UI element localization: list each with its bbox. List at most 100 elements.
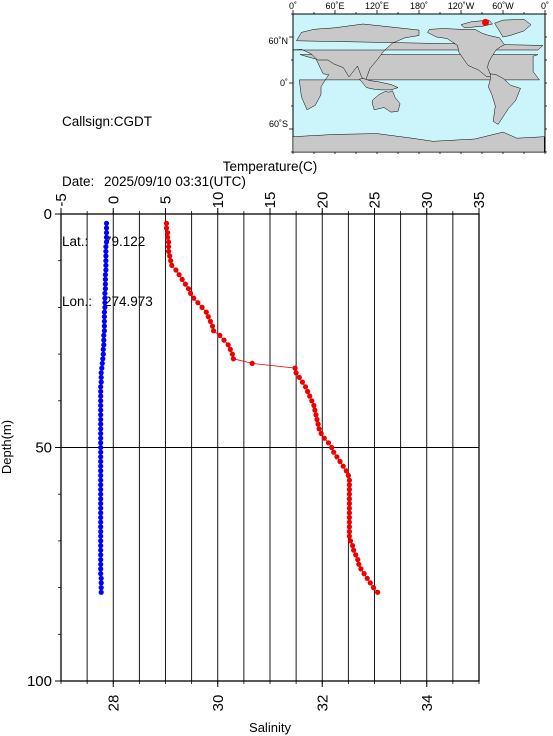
- temperature-point: [346, 496, 352, 502]
- salinity-point: [98, 580, 104, 586]
- temperature-point: [356, 561, 362, 567]
- temperature-point: [361, 571, 367, 577]
- salinity-point: [98, 412, 104, 418]
- salinity-point: [98, 571, 104, 577]
- lat-value: 79.122: [104, 234, 146, 249]
- salinity-point: [98, 538, 104, 544]
- temperature-point: [334, 454, 340, 460]
- temperature-point: [221, 337, 227, 343]
- salinity-point: [98, 477, 104, 483]
- south-america-land: [488, 73, 521, 125]
- map-top-tick-5: 60˚W: [492, 1, 514, 11]
- temperature-tick-label: 15: [262, 192, 279, 209]
- salinity-point: [98, 440, 104, 446]
- temperature-point: [351, 547, 357, 553]
- temperature-point: [346, 482, 352, 488]
- temperature-point: [346, 533, 352, 539]
- map-top-tick-4: 120˚W: [448, 1, 475, 11]
- salinity-point: [101, 337, 107, 343]
- temperature-point: [305, 388, 311, 395]
- temperature-tick-label: 20: [314, 192, 331, 209]
- temperature-point: [346, 524, 352, 530]
- temperature-point: [230, 356, 236, 362]
- map-lat-tick-60s: 60˚S: [269, 119, 288, 129]
- lat-row: Lat.: 79.122: [62, 232, 246, 252]
- salinity-point: [98, 402, 104, 409]
- temperature-tick-label: 30: [419, 192, 436, 209]
- salinity-point: [98, 533, 104, 539]
- salinity-point: [98, 430, 104, 437]
- map-top-tick-3: 180˚: [410, 1, 428, 11]
- salinity-point: [98, 472, 104, 479]
- temperature-point: [329, 444, 335, 451]
- salinity-point: [98, 426, 104, 432]
- temperature-point: [346, 514, 352, 521]
- temperature-point: [375, 589, 381, 595]
- map-lat-tick-60n: 60˚N: [268, 36, 288, 46]
- map-lat-tick-0: 0˚: [280, 78, 288, 88]
- temperature-point: [316, 426, 322, 432]
- salinity-point: [98, 384, 104, 390]
- date-value: 2025/09/10 03:31(UTC): [104, 174, 246, 189]
- temperature-point: [229, 351, 235, 357]
- salinity-point: [98, 374, 104, 380]
- lon-row: Lon.: 274.973: [62, 292, 246, 312]
- temperature-point: [321, 435, 327, 441]
- salinity-point: [98, 561, 104, 567]
- salinity-axis: 28 30 32 34: [60, 681, 480, 712]
- salinity-point: [98, 500, 104, 507]
- temperature-point: [309, 398, 315, 404]
- temperature-point: [314, 416, 320, 423]
- salinity-point: [98, 496, 104, 502]
- temperature-point: [353, 552, 359, 558]
- depth-tick-label: 0: [44, 206, 52, 223]
- temperature-point: [346, 486, 352, 493]
- temperature-point: [296, 374, 302, 380]
- temperature-point: [331, 449, 337, 455]
- salinity-point: [98, 491, 104, 497]
- temperature-point: [346, 519, 352, 525]
- temperature-point: [302, 384, 309, 390]
- salinity-point: [98, 468, 104, 474]
- salinity-axis-label: Salinity: [249, 720, 291, 735]
- depth-tick-label: 100: [27, 673, 52, 690]
- depth-axis-label: Depth(m): [0, 420, 14, 474]
- temperature-point: [299, 379, 305, 385]
- salinity-tick-label: 34: [419, 695, 436, 712]
- salinity-point: [99, 360, 105, 366]
- temperature-tick-label: 35: [471, 192, 488, 209]
- temperature-point: [347, 538, 354, 544]
- temperature-point: [367, 580, 373, 586]
- temperature-point: [364, 575, 370, 581]
- salinity-point: [98, 519, 104, 525]
- salinity-point: [98, 585, 104, 591]
- temperature-point: [311, 402, 317, 409]
- temperature-point: [346, 505, 352, 511]
- temperature-point: [370, 585, 377, 591]
- lon-value: 274.973: [104, 294, 153, 309]
- temperature-point: [346, 510, 352, 516]
- north-america-land: [427, 28, 505, 78]
- map-top-tick-6: 0˚: [541, 1, 549, 11]
- temperature-point: [318, 430, 324, 437]
- temperature-point: [225, 342, 231, 348]
- depth-tick-label: 50: [35, 440, 52, 457]
- salinity-point: [98, 566, 104, 572]
- salinity-point: [100, 351, 106, 357]
- salinity-point: [99, 365, 105, 371]
- salinity-point: [100, 346, 106, 352]
- salinity-point: [98, 398, 104, 404]
- temperature-point: [293, 370, 299, 376]
- salinity-point: [98, 454, 104, 460]
- indonesia-land: [359, 78, 399, 91]
- temperature-tick-label: 25: [367, 192, 384, 209]
- salinity-point: [98, 552, 104, 558]
- australia-land: [371, 90, 401, 113]
- salinity-point: [101, 342, 107, 348]
- temperature-point: [346, 491, 352, 497]
- salinity-point: [98, 421, 104, 427]
- salinity-point: [98, 449, 104, 455]
- salinity-point: [98, 510, 104, 516]
- map-top-tick-0: 0˚: [289, 1, 297, 11]
- salinity-point: [98, 486, 104, 493]
